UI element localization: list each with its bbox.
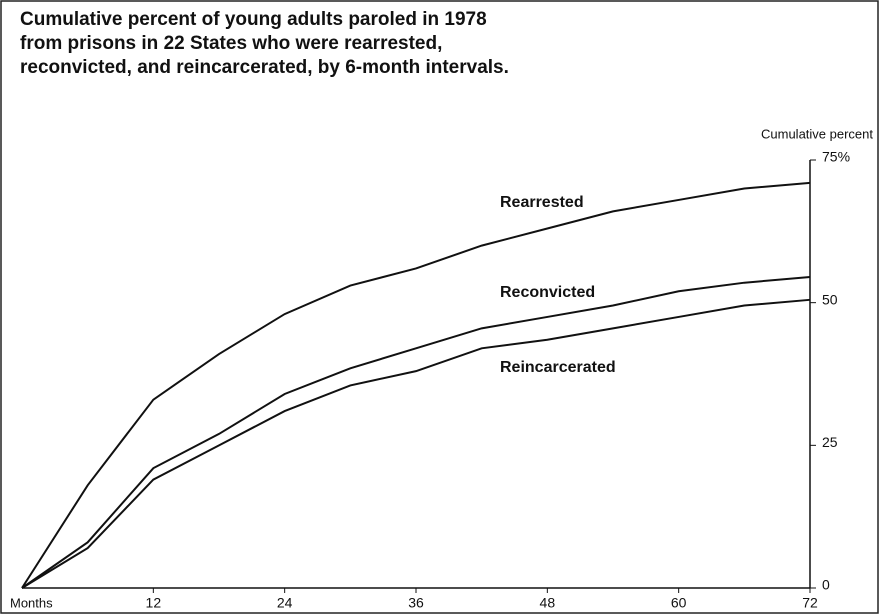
y-axis-label: Cumulative percent bbox=[761, 126, 873, 141]
series-label: Reincarcerated bbox=[500, 359, 616, 376]
series-label: Rearrested bbox=[500, 194, 584, 211]
x-tick-label: 60 bbox=[671, 595, 687, 611]
y-tick-label: 0 bbox=[822, 577, 830, 593]
series-label: Reconvicted bbox=[500, 284, 595, 301]
line-series bbox=[21, 275, 811, 589]
chart-title: reconvicted, and reincarcerated, by 6-mo… bbox=[20, 57, 509, 78]
x-tick-label: 48 bbox=[540, 595, 556, 611]
y-tick-label: 50 bbox=[822, 291, 838, 307]
y-tick-label: 25 bbox=[822, 434, 838, 450]
x-tick-label: 36 bbox=[408, 595, 424, 611]
x-axis-label: Months bbox=[10, 595, 53, 610]
line-series bbox=[21, 181, 811, 589]
x-tick-label: 12 bbox=[146, 595, 162, 611]
x-tick-label: 24 bbox=[277, 595, 293, 611]
line-series bbox=[21, 298, 811, 589]
x-tick-label: 72 bbox=[802, 595, 818, 611]
chart-title: from prisons in 22 States who were rearr… bbox=[20, 33, 442, 54]
y-tick-label: 75% bbox=[822, 149, 850, 165]
chart-title: Cumulative percent of young adults parol… bbox=[20, 9, 487, 30]
